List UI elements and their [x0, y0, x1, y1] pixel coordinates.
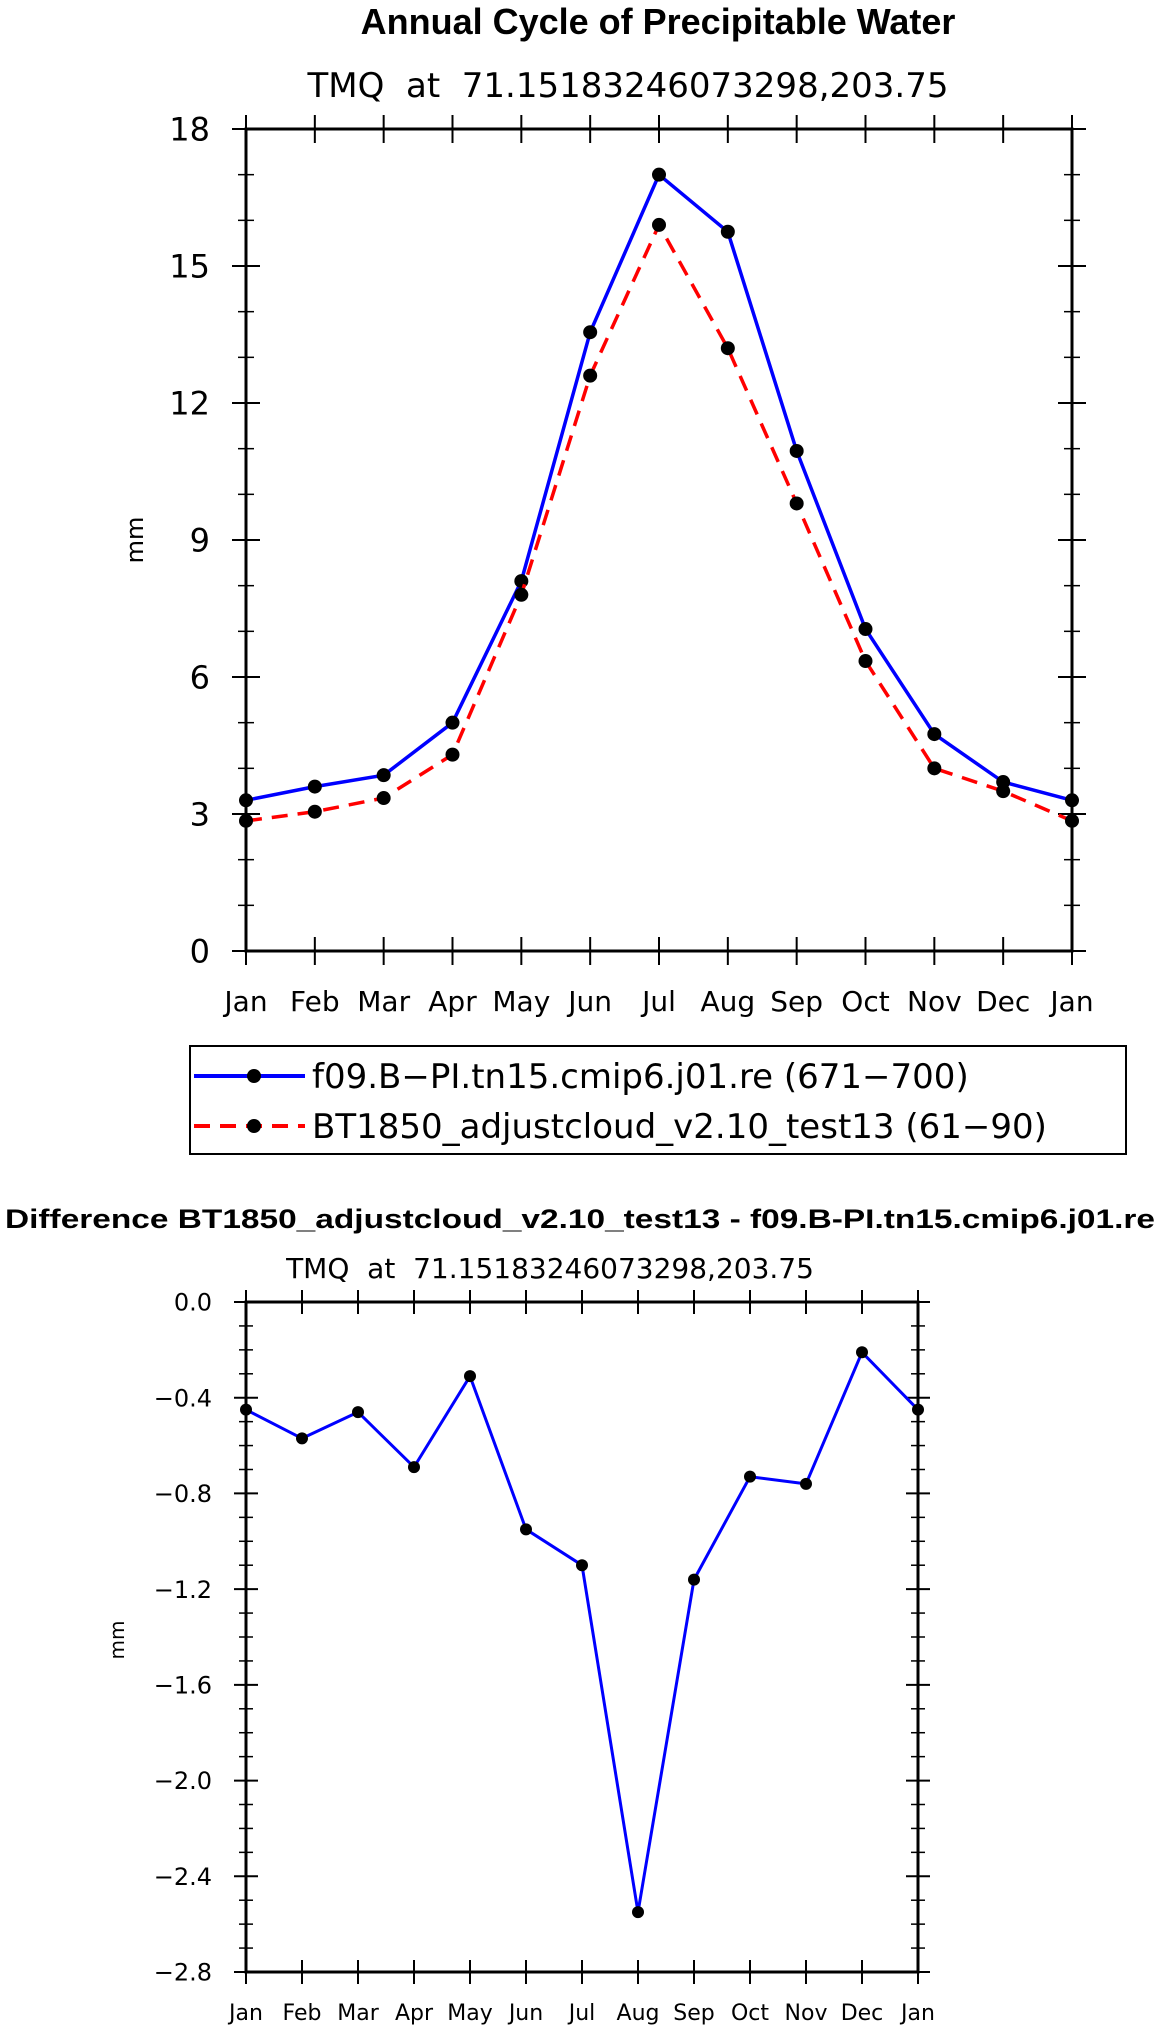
data-point	[652, 167, 666, 182]
chart-subtitle: TMQ at 71.15183246073298,203.75	[307, 66, 949, 106]
x-tick-label: Oct	[841, 985, 889, 1018]
data-point	[514, 574, 529, 589]
data-point	[576, 1559, 588, 1572]
data-point	[307, 779, 322, 794]
data-point	[307, 804, 322, 819]
data-point	[789, 496, 804, 511]
x-tick-label: Jan	[899, 2001, 935, 2026]
data-point	[720, 341, 735, 356]
data-point	[445, 747, 460, 762]
data-point	[996, 784, 1011, 799]
data-point	[376, 768, 391, 783]
x-tick-label: Aug	[700, 985, 755, 1018]
data-point	[856, 1346, 868, 1359]
data-point	[376, 791, 391, 806]
x-tick-label: Nov	[785, 2001, 828, 2026]
data-point	[583, 325, 598, 340]
y-tick-label: 6	[190, 659, 210, 697]
data-point	[239, 793, 253, 808]
y-tick-label: −2.0	[154, 1767, 212, 1795]
x-tick-label: Dec	[976, 985, 1030, 1018]
data-point	[408, 1461, 420, 1474]
y-tick-label: −0.8	[154, 1480, 212, 1508]
difference-y-axis-label: mm	[105, 1621, 129, 1660]
series-line-1	[245, 1350, 920, 1914]
data-point	[1065, 813, 1079, 828]
series-line-1	[245, 172, 1073, 803]
data-point	[583, 368, 598, 383]
x-tick-label: Mar	[357, 985, 410, 1018]
data-point	[927, 761, 942, 776]
data-point	[296, 1432, 308, 1445]
legend-marker-series-2	[247, 1119, 261, 1133]
x-tick-label: Feb	[290, 985, 340, 1018]
x-tick-label: Dec	[841, 2001, 884, 2026]
data-point	[445, 715, 460, 730]
y-tick-label: 0	[190, 933, 210, 971]
y-tick-label: 12	[169, 385, 210, 423]
difference-subtitle: TMQ at 71.15183246073298,203.75	[285, 1252, 814, 1285]
panel-annual-cycle: Annual Cycle of Precipitable Water TMQ a…	[121, 1, 1127, 1155]
x-tick-label: Aug	[617, 2001, 660, 2026]
legend-label-series-2: BT1850_adjustcloud_v2.10_test13 (61−90)	[312, 1107, 1047, 1147]
y-tick-label: 0.0	[174, 1289, 212, 1317]
x-tick-label: Jun	[566, 985, 612, 1018]
y-axis-label: mm	[121, 517, 149, 564]
data-point	[514, 587, 529, 602]
x-tick-label: Jan	[227, 2001, 263, 2026]
data-point	[858, 622, 873, 637]
data-point	[652, 217, 666, 232]
data-point	[352, 1406, 364, 1419]
y-tick-label: 18	[169, 111, 210, 149]
difference-plot-frame	[244, 1300, 920, 1974]
x-tick-label: Nov	[907, 985, 962, 1018]
panel-difference: Difference BT1850_adjustcloud_v2.10_test…	[5, 1204, 1155, 2026]
y-tick-label: −1.2	[154, 1576, 212, 1604]
data-point	[688, 1573, 700, 1586]
series-line-2	[245, 223, 1073, 823]
x-tick-label: Jun	[507, 2001, 543, 2026]
data-point	[1065, 793, 1079, 808]
y-tick-label: −2.8	[154, 1959, 212, 1987]
legend: f09.B−PI.tn15.cmip6.j01.re (671−700) BT1…	[189, 1045, 1127, 1155]
x-tick-label: Jul	[567, 2001, 596, 2026]
legend-marker-series-1	[247, 1069, 261, 1083]
y-tick-label: −1.6	[154, 1671, 212, 1699]
x-tick-label: Jul	[640, 985, 676, 1018]
y-tick-label: 9	[190, 522, 210, 560]
data-point	[240, 1403, 252, 1416]
x-tick-label: Oct	[731, 2001, 769, 2026]
difference-title: Difference BT1850_adjustcloud_v2.10_test…	[5, 1204, 1155, 1234]
x-tick-label: May	[447, 2001, 492, 2026]
data-point	[520, 1523, 532, 1536]
x-tick-label: Jan	[1048, 985, 1093, 1018]
x-tick-label: Jan	[222, 985, 267, 1018]
plot-frame	[244, 127, 1074, 953]
chart-title: Annual Cycle of Precipitable Water	[361, 1, 956, 42]
legend-box	[189, 1045, 1127, 1155]
data-point	[744, 1470, 756, 1483]
data-point	[912, 1403, 924, 1416]
data-point	[239, 813, 253, 828]
data-point	[632, 1906, 644, 1919]
data-point	[720, 224, 735, 239]
x-tick-label: Apr	[395, 2001, 434, 2026]
data-point	[858, 654, 873, 669]
y-tick-label: −2.4	[154, 1863, 212, 1891]
y-tick-label: 15	[169, 248, 210, 286]
x-tick-label: May	[492, 985, 550, 1018]
x-tick-label: Sep	[770, 985, 823, 1018]
data-point	[789, 443, 804, 458]
legend-label-series-1: f09.B−PI.tn15.cmip6.j01.re (671−700)	[312, 1057, 969, 1097]
x-tick-label: Mar	[337, 2001, 379, 2026]
data-point	[927, 727, 942, 742]
x-tick-label: Feb	[283, 2001, 322, 2026]
data-point	[464, 1370, 476, 1383]
y-tick-label: −0.4	[154, 1384, 212, 1412]
y-tick-label: 3	[190, 796, 210, 834]
data-point	[800, 1477, 812, 1490]
x-tick-label: Sep	[673, 2001, 714, 2026]
x-tick-label: Apr	[428, 985, 477, 1018]
